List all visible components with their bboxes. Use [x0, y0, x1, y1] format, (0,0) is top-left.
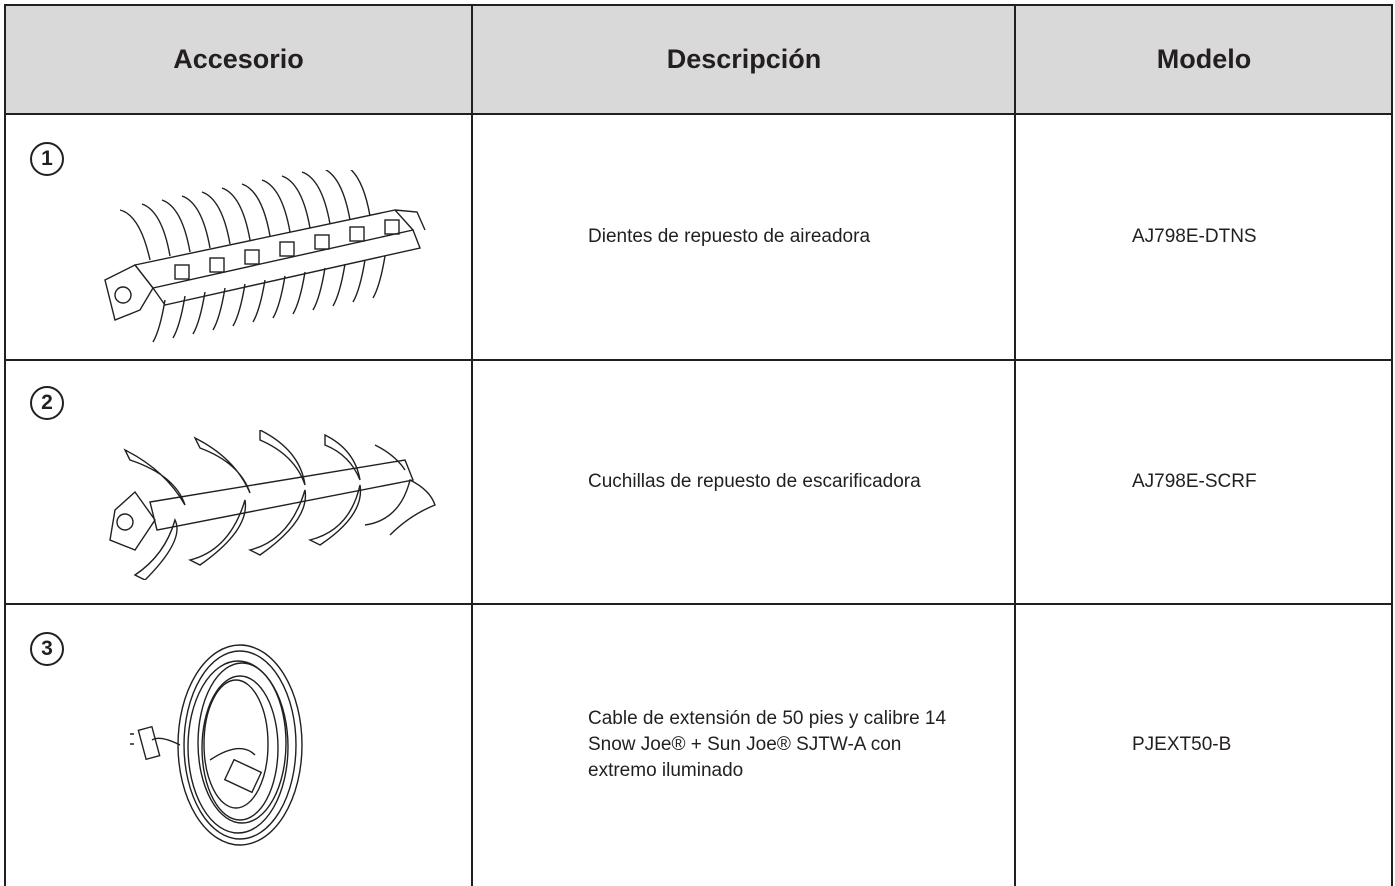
aerator-illustration — [104, 170, 426, 343]
description-line: Snow Joe® + Sun Joe® SJTW-A con — [588, 734, 902, 755]
description-cell: Cable de extensión de 50 pies y calibre … — [588, 604, 946, 886]
description-line: Dientes de repuesto de aireadora — [588, 226, 871, 247]
item-number: 3 — [30, 632, 64, 666]
model-cell: PJEXT50-B — [1132, 734, 1232, 755]
scarifier-illustration — [109, 430, 436, 580]
item-number: 2 — [30, 386, 64, 420]
description-line: Cable de extensión de 50 pies y calibre … — [588, 708, 947, 729]
header-cell: Modelo — [1156, 44, 1252, 74]
item-number: 1 — [30, 142, 64, 176]
border — [1391, 4, 1393, 886]
header-cell: Descripción — [666, 44, 822, 74]
description-cell: Dientes de repuesto de aireadora — [588, 114, 870, 360]
border — [4, 113, 1393, 115]
border — [1014, 4, 1016, 886]
model-cell: AJ798E-SCRF — [1132, 471, 1257, 492]
extension-cord-illustration — [130, 644, 303, 846]
border — [4, 359, 1393, 361]
border — [4, 4, 1393, 6]
description-cell: Cuchillas de repuesto de escarificadora — [588, 360, 921, 604]
border — [471, 4, 473, 886]
description-line: Cuchillas de repuesto de escarificadora — [588, 471, 921, 492]
border — [4, 4, 6, 886]
description-line: extremo iluminado — [588, 760, 744, 781]
header-background — [5, 5, 1392, 114]
border — [4, 603, 1393, 605]
model-cell: AJ798E-DTNS — [1132, 226, 1257, 247]
header-cell: Accesorio — [173, 44, 304, 74]
